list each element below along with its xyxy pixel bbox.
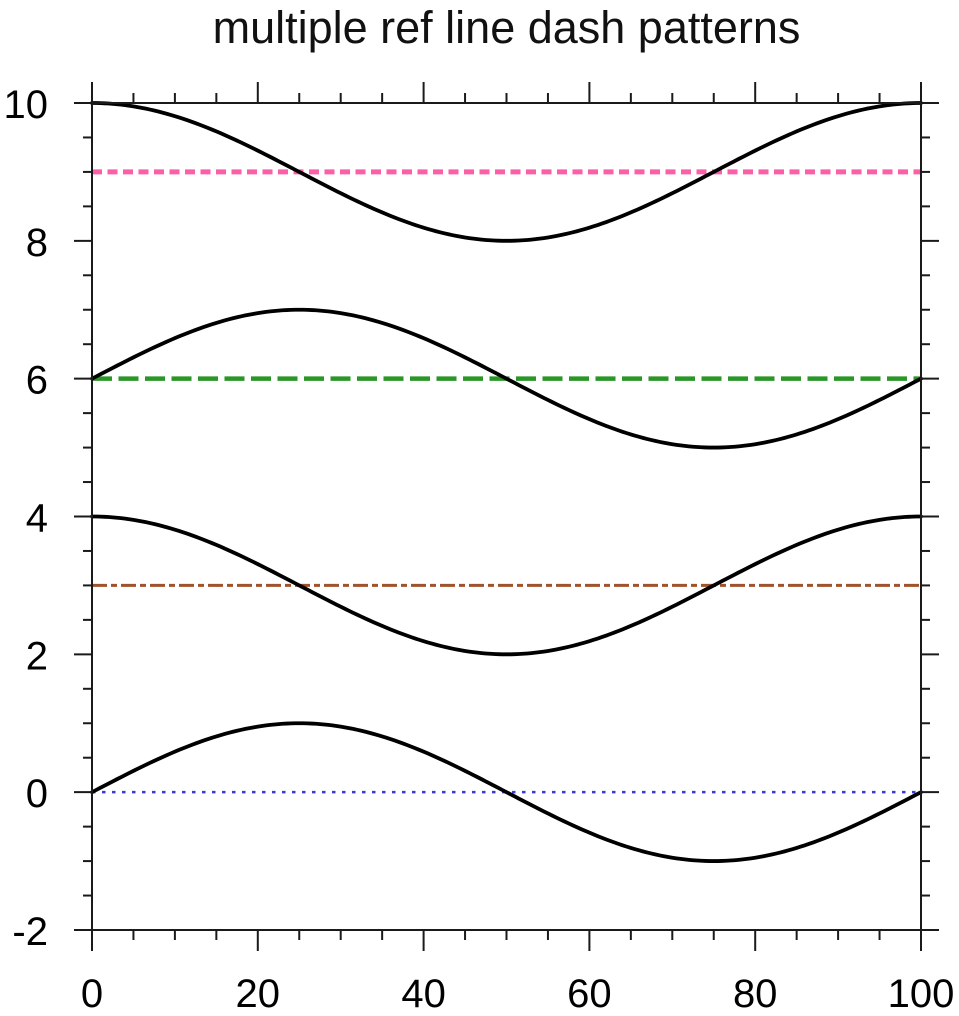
plot-frame — [91, 102, 922, 931]
curve-wave-centered-at-0 — [90, 721, 923, 863]
y-tick-label-4: 4 — [26, 497, 48, 541]
curve-wave-centered-at-6 — [90, 307, 923, 450]
chart-title: multiple ref line dash patterns — [212, 2, 801, 53]
y-tick-label--2: -2 — [12, 910, 48, 954]
y-tick-label-0: 0 — [26, 772, 48, 816]
x-tick-label-20: 20 — [236, 972, 281, 1016]
y-tick-label-10: 10 — [4, 83, 49, 127]
x-tick-label-100: 100 — [888, 972, 955, 1016]
x-tick-label-80: 80 — [733, 972, 778, 1016]
x-tick-label-60: 60 — [567, 972, 612, 1016]
y-tick-label-8: 8 — [26, 221, 48, 265]
curve-wave-centered-at-9 — [90, 101, 923, 243]
y-tick-label-2: 2 — [26, 634, 48, 678]
y-tick-label-6: 6 — [26, 359, 48, 403]
curve-wave-centered-at-3 — [90, 514, 923, 657]
x-tick-label-40: 40 — [401, 972, 446, 1016]
x-tick-label-0: 0 — [81, 972, 103, 1016]
